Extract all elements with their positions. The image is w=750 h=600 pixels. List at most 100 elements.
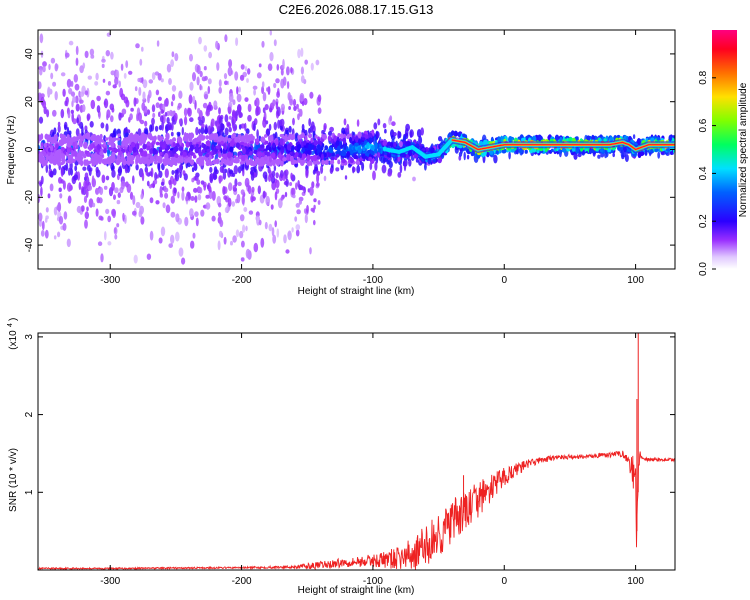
spectrogram-cell [393, 141, 397, 148]
spectrogram-cell [200, 126, 205, 135]
spectrogram-cell [185, 141, 190, 148]
spectrogram-cell [165, 125, 169, 134]
spectrogram-cell [303, 98, 308, 106]
spectrogram-cell [57, 121, 61, 127]
spectrogram-cell [164, 192, 169, 199]
spectrogram-cell [280, 103, 285, 112]
spectrogram-cell [398, 141, 403, 148]
spectrogram-cell [120, 63, 124, 71]
spectrogram-cell [86, 206, 89, 212]
spectrogram-cell [177, 136, 182, 142]
spectrogram-cell [644, 149, 648, 156]
spectrogram-cell [61, 136, 65, 143]
snr-panel: -300 -200 -100 0 100 1 2 3 Height of straight l… [7, 318, 676, 596]
spectrogram-cell [547, 135, 551, 140]
spectrogram-cell [96, 95, 101, 102]
y-tick-label: 40 [24, 48, 35, 60]
spectrogram-cell [382, 140, 387, 147]
spectrogram-cell [234, 178, 238, 187]
spectrogram-cell [44, 217, 48, 223]
spectrogram-cell [200, 209, 205, 217]
spectrogram-cell [316, 144, 321, 149]
spectrogram-cell [274, 139, 279, 146]
spectrogram-cell [189, 117, 194, 123]
spectrogram-cell [60, 108, 65, 119]
spectrogram-cell [262, 171, 268, 179]
spectrogram-cell [364, 134, 369, 139]
spectrogram-cell [82, 166, 87, 171]
spectrogram-cell [155, 89, 160, 96]
spectrogram-cell [103, 185, 108, 190]
spectrogram-cell [637, 151, 642, 158]
spectrogram-cell [126, 183, 132, 193]
spectrogram-cell [43, 151, 47, 157]
spectrogram-cell [196, 64, 201, 75]
spectrogram-cell [153, 179, 158, 185]
spectrogram-cell [329, 167, 334, 174]
spectrogram-cell [100, 253, 104, 263]
spectrogram-cell [108, 136, 113, 140]
spectrogram-cell [54, 63, 59, 72]
spectrogram-cell [650, 137, 655, 142]
spectrogram-cell [198, 134, 203, 141]
spectrogram-cell [60, 72, 66, 77]
spectrogram-cell [189, 208, 194, 218]
spectrogram-cell [137, 112, 142, 122]
spectrogram-cell [84, 211, 90, 220]
spectrogram-cell [142, 79, 148, 89]
spectrogram-cell [50, 138, 55, 145]
spectrogram-cell [189, 81, 194, 91]
spectrogram-cell [357, 131, 362, 139]
spectrogram-cell [292, 117, 295, 126]
spectrogram-cell [160, 181, 165, 186]
spectrogram-cell [101, 174, 106, 184]
spectrogram-cell [458, 132, 462, 136]
spectrogram-cell [273, 121, 277, 131]
spectrogram-cell [262, 118, 267, 128]
spectrogram-cell [67, 154, 72, 161]
spectrogram-cell [231, 201, 236, 207]
spectrogram-cell [148, 184, 152, 189]
spectrogram-cell [242, 224, 246, 233]
spectrogram-cell [170, 156, 175, 161]
spectrogram-cell [254, 97, 260, 108]
ridge-peak [451, 139, 675, 151]
spectrogram-cell [416, 129, 422, 138]
spectrogram-cell [158, 237, 163, 244]
spectrogram-cell [200, 180, 205, 185]
spectrogram-cell [253, 155, 257, 159]
spectrogram-cell [346, 123, 350, 133]
spectrogram-cell [286, 81, 290, 89]
spectrogram-cell [183, 159, 189, 164]
spectrogram-cell [157, 96, 162, 102]
spectrogram-cell [59, 193, 63, 199]
spectrogram-cell [116, 223, 120, 228]
spectrogram-cell [148, 79, 154, 84]
spectrogram-cell [132, 210, 137, 216]
spectrogram-cell [293, 105, 297, 111]
spectrogram-cell [84, 150, 88, 155]
spectrogram-cell [306, 150, 311, 155]
spectrogram-cell [40, 230, 45, 237]
spectrogram-cell [108, 146, 113, 151]
spectrogram-cell [668, 134, 673, 142]
spectrogram-cell [173, 187, 177, 194]
spectrogram-cell [227, 66, 233, 77]
spectrogram-cell [272, 234, 277, 244]
spectrogram-cell [69, 138, 72, 145]
spectrogram-cell [261, 81, 265, 88]
spectrogram-cell [224, 34, 228, 43]
spectrogram-cell [84, 219, 88, 229]
spectrogram-cell [38, 144, 41, 153]
spectrogram-cell [211, 215, 216, 222]
spectrogram-cell [306, 204, 309, 214]
spectrogram-cell [74, 140, 78, 148]
spectrogram-cell [89, 143, 94, 150]
spectrogram-cell [145, 158, 149, 164]
spectrogram-cell [466, 154, 470, 160]
spectrogram-cell [656, 136, 661, 141]
spectrogram-cell [391, 121, 396, 127]
spectrogram-cell [265, 120, 269, 125]
spectrogram-cell [213, 100, 218, 109]
spectrogram-cell [187, 107, 192, 117]
